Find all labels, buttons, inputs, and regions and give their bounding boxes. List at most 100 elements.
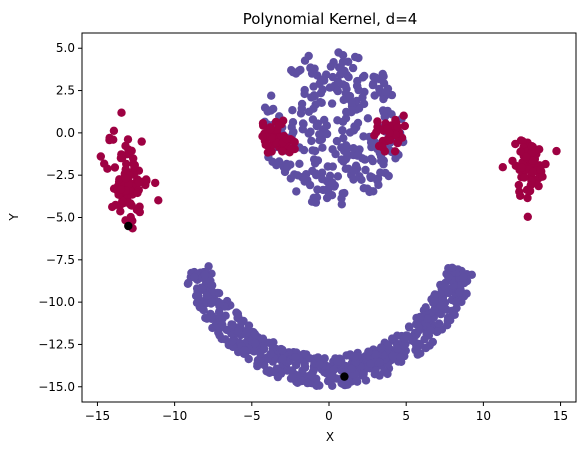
x-tick-label: −15 [85, 409, 110, 423]
data-point [359, 369, 368, 379]
data-point [518, 137, 527, 146]
data-point [311, 198, 321, 207]
data-point [110, 163, 120, 172]
data-point [135, 207, 144, 217]
data-point [451, 297, 460, 307]
data-point [541, 159, 550, 169]
y-tick-label: −5.0 [46, 211, 75, 225]
data-point [100, 159, 109, 168]
data-point [234, 326, 243, 336]
data-point [375, 358, 384, 367]
x-axis-label: X [326, 430, 334, 444]
data-point [388, 351, 398, 361]
data-point [258, 119, 268, 128]
data-point [142, 176, 151, 185]
data-point [295, 159, 304, 168]
data-point [291, 353, 300, 362]
data-point [366, 359, 375, 368]
data-point [304, 107, 314, 117]
data-point [309, 82, 318, 91]
data-point [288, 118, 298, 127]
data-point [121, 141, 130, 151]
data-point [369, 79, 378, 89]
data-point [415, 312, 425, 322]
data-point [399, 341, 408, 351]
data-point [333, 357, 342, 366]
data-point [228, 337, 237, 346]
data-point [536, 165, 545, 174]
data-point [359, 184, 368, 193]
data-point [311, 169, 321, 178]
chart-title: Polynomial Kernel, d=4 [243, 10, 418, 28]
data-point [267, 133, 276, 143]
data-point [278, 354, 287, 364]
data-point [116, 207, 125, 216]
data-point [273, 372, 283, 382]
data-point [368, 156, 377, 166]
data-point [357, 175, 366, 184]
x-tick-label: −10 [162, 409, 187, 423]
data-point [376, 168, 385, 177]
data-point [364, 347, 373, 356]
data-point [305, 180, 315, 190]
data-point [444, 273, 453, 282]
data-point [208, 281, 217, 290]
data-point [290, 137, 299, 147]
data-point [137, 137, 146, 146]
data-point [390, 147, 400, 156]
data-point [306, 127, 315, 136]
data-point [498, 163, 507, 172]
data-point [328, 162, 337, 171]
data-point [523, 212, 532, 221]
data-point [383, 369, 392, 379]
data-point [251, 339, 260, 348]
data-point [508, 156, 517, 166]
data-point [377, 344, 386, 353]
data-point [393, 122, 402, 132]
data-point [307, 93, 316, 102]
data-point [361, 165, 370, 175]
data-point [328, 381, 337, 390]
data-point [298, 125, 307, 134]
y-tick-label: −7.5 [46, 253, 75, 267]
data-point [322, 129, 332, 139]
data-point [129, 154, 138, 163]
data-point [349, 126, 359, 135]
data-point [272, 161, 281, 170]
data-point [108, 202, 117, 212]
data-point [379, 72, 388, 81]
data-point [379, 79, 389, 88]
data-point [127, 146, 136, 155]
data-point [412, 345, 421, 354]
data-point [552, 146, 561, 156]
data-point [333, 172, 343, 181]
data-point [371, 350, 380, 359]
data-point [385, 135, 395, 145]
data-point [345, 91, 355, 101]
data-point [384, 171, 393, 181]
data-point [349, 166, 359, 175]
data-point [115, 175, 124, 184]
data-point [379, 160, 388, 169]
data-point [292, 187, 301, 196]
x-axis-ticks: −15 −10 −5 0 5 10 15 [85, 402, 568, 423]
data-point [307, 136, 316, 146]
data-points [96, 48, 561, 390]
data-point [317, 98, 326, 108]
data-point [313, 156, 323, 165]
data-point [352, 376, 361, 385]
data-point [312, 381, 321, 390]
data-point [237, 317, 246, 327]
data-point [381, 87, 390, 97]
data-point [347, 98, 357, 108]
data-point [318, 143, 327, 152]
data-point [448, 263, 457, 272]
data-point [337, 194, 346, 203]
data-point [318, 185, 328, 195]
data-point [521, 152, 531, 161]
data-point [256, 349, 265, 358]
data-point [214, 307, 224, 316]
data-point [391, 154, 400, 163]
y-tick-label: −15.0 [38, 380, 75, 394]
data-point [338, 117, 348, 127]
